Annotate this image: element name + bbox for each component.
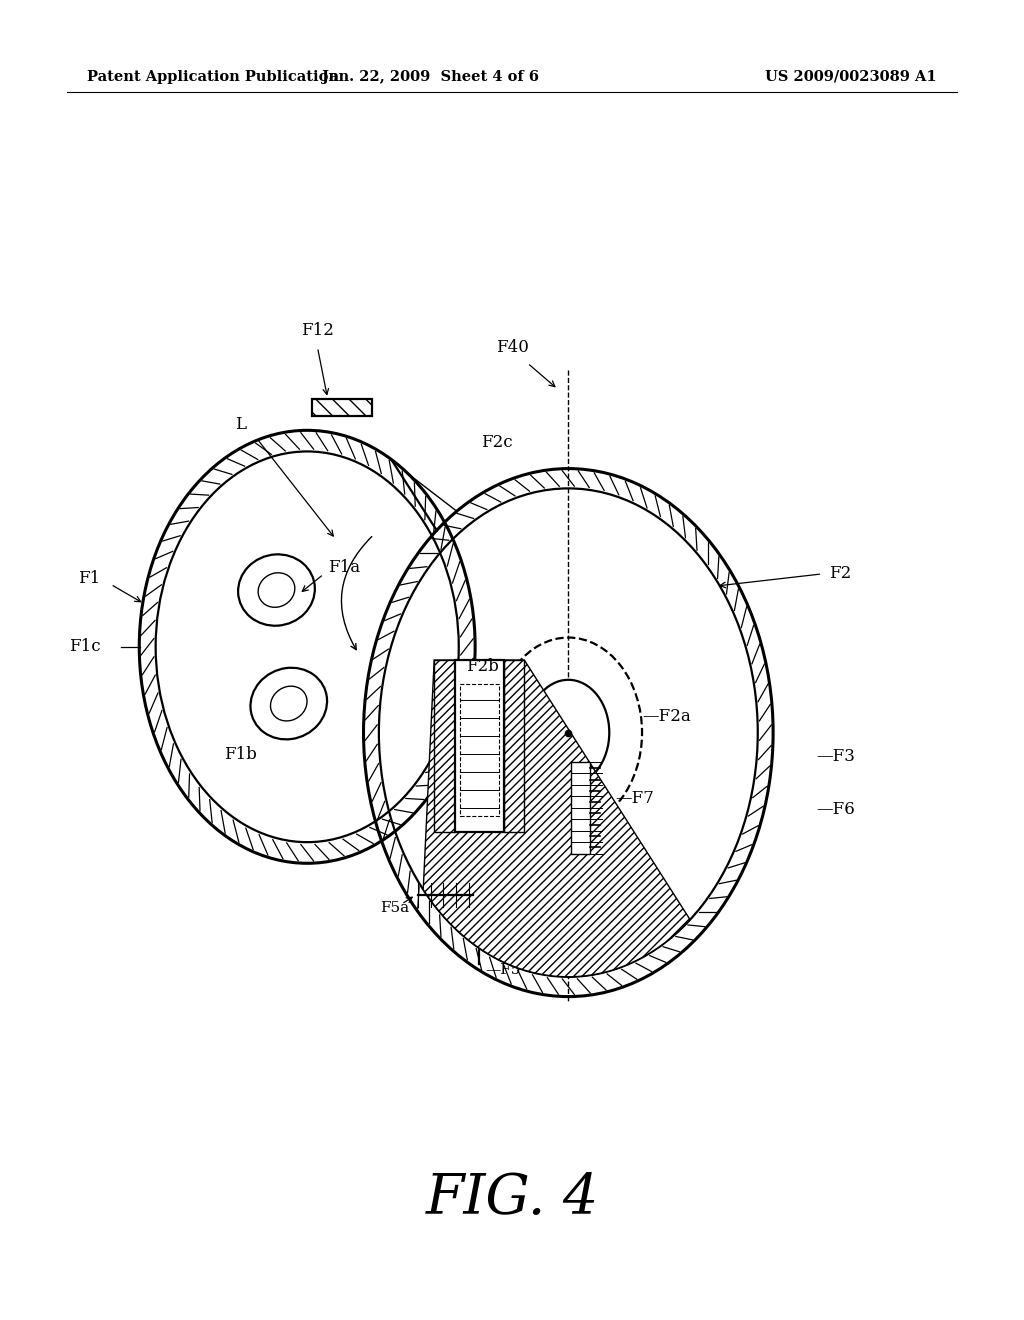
Text: Patent Application Publication: Patent Application Publication	[87, 70, 339, 83]
Bar	[434, 660, 455, 832]
Text: F5a: F5a	[381, 902, 410, 915]
Text: F40: F40	[496, 339, 528, 356]
Bar	[504, 660, 524, 832]
Text: F1c: F1c	[69, 639, 100, 655]
Text: FIG. 4: FIG. 4	[425, 1171, 599, 1226]
Text: F4f: F4f	[437, 854, 463, 867]
Text: F1a: F1a	[328, 560, 359, 576]
Text: F2c: F2c	[481, 434, 512, 451]
Text: Jan. 22, 2009  Sheet 4 of 6: Jan. 22, 2009 Sheet 4 of 6	[322, 70, 539, 83]
Text: F4a: F4a	[536, 907, 565, 920]
Text: L: L	[234, 416, 246, 433]
Text: F1b: F1b	[224, 746, 257, 763]
Text: —F5: —F5	[485, 964, 521, 977]
Text: F2: F2	[829, 565, 852, 582]
Bar	[571, 762, 590, 854]
Text: F9: F9	[553, 891, 571, 904]
Text: US 2009/0023089 A1: US 2009/0023089 A1	[765, 70, 937, 83]
Bar	[312, 399, 372, 416]
Text: P: P	[484, 907, 495, 920]
Polygon shape	[423, 660, 690, 977]
Text: F4: F4	[536, 875, 556, 888]
Text: —F3: —F3	[816, 748, 855, 764]
Text: F1: F1	[78, 570, 100, 587]
Text: F2b: F2b	[466, 659, 499, 675]
Text: —F7: —F7	[615, 791, 654, 807]
Circle shape	[527, 680, 609, 785]
Text: f: f	[528, 845, 534, 858]
Bar	[460, 684, 499, 816]
Text: F12: F12	[301, 322, 334, 339]
Text: —F6: —F6	[816, 801, 855, 817]
Text: —F2a: —F2a	[642, 709, 691, 725]
Bar	[455, 660, 504, 832]
